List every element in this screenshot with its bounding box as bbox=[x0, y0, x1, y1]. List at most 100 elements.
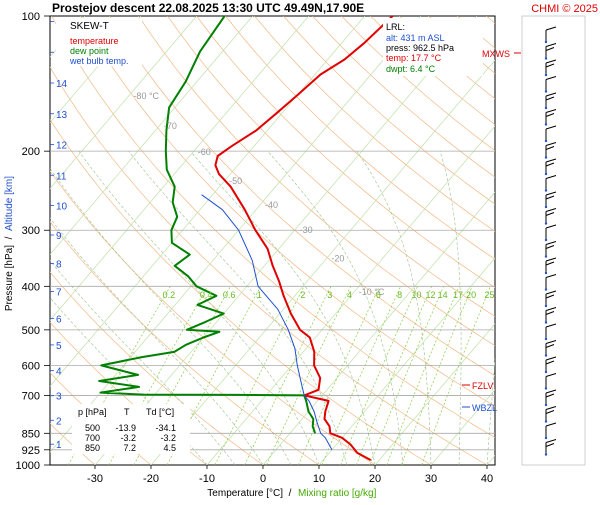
legend-title: SKEW-T bbox=[70, 21, 109, 32]
wind-barb-dot bbox=[545, 420, 547, 422]
altitude-tick-label: 13 bbox=[56, 110, 68, 121]
x-axis-label: Temperature [°C] bbox=[207, 488, 283, 499]
wind-barb-dot bbox=[545, 453, 547, 455]
wind-barb-dot bbox=[545, 206, 547, 208]
temperature-tick-label: 30 bbox=[425, 473, 437, 485]
altitude-tick-label: 6 bbox=[56, 315, 62, 326]
mixing-ratio-label: 8 bbox=[397, 290, 402, 300]
legend-item-wetbulb: wet bulb temp. bbox=[69, 56, 129, 66]
mxws-label: MXWS bbox=[482, 49, 510, 59]
wind-barb-dot bbox=[545, 272, 547, 274]
altitude-tick-label: 12 bbox=[56, 141, 68, 152]
lrl-box: LRL: alt: 431 m ASL press: 962.5 hPa tem… bbox=[383, 18, 483, 76]
pressure-tick-label: 850 bbox=[22, 428, 40, 440]
wind-barb-dot bbox=[545, 354, 547, 356]
y-axis-label-2: Altitude [km] bbox=[4, 176, 15, 231]
mixing-ratio-label: 12 bbox=[426, 290, 436, 300]
temperature-tick-label: 0 bbox=[260, 473, 266, 485]
wind-barb-dot bbox=[545, 437, 547, 439]
wind-barb-dot bbox=[545, 123, 547, 125]
altitude-tick-label: 3 bbox=[56, 392, 62, 403]
wind-barb-dot bbox=[545, 156, 547, 158]
altitude-tick-label: 2 bbox=[56, 416, 62, 427]
y-axis-label: Pressure [hPa] bbox=[4, 245, 15, 311]
temperature-tick-label: 10 bbox=[313, 473, 325, 485]
mixing-ratio-label: 20 bbox=[466, 290, 476, 300]
wind-barb-dot bbox=[545, 74, 547, 76]
temperature-tick-label: 20 bbox=[369, 473, 381, 485]
y-axis-separator: / bbox=[4, 236, 15, 239]
pressure-tick-label: 700 bbox=[22, 390, 40, 402]
wind-barb-dot bbox=[545, 321, 547, 323]
isotherm-label: -50 bbox=[229, 176, 242, 186]
wind-panel bbox=[522, 16, 585, 465]
mixing-ratio-label: 25 bbox=[484, 290, 494, 300]
wind-barb-dot bbox=[545, 404, 547, 406]
altitude-tick-label: 7 bbox=[56, 287, 62, 298]
mixing-ratio-label: 17 bbox=[453, 290, 463, 300]
lrl-temp: temp: 17.7 °C bbox=[386, 53, 442, 63]
mixing-ratio-label: 0.6 bbox=[223, 290, 236, 300]
wind-barb-dot bbox=[545, 387, 547, 389]
altitude-tick-label: 5 bbox=[56, 341, 62, 352]
mixing-ratio-label: 4 bbox=[347, 290, 352, 300]
temperature-tick-label: -30 bbox=[87, 473, 103, 485]
table-header-p: p [hPa] bbox=[78, 407, 107, 417]
table-cell: -3.2 bbox=[120, 433, 136, 443]
wind-barb-dot bbox=[545, 140, 547, 142]
wind-barb-dot bbox=[545, 57, 547, 59]
wind-barb-dot bbox=[545, 90, 547, 92]
altitude-tick-label: 8 bbox=[56, 260, 62, 271]
wind-barb-dot bbox=[545, 173, 547, 175]
mixing-ratio-label: 3 bbox=[327, 290, 332, 300]
pressure-tick-label: 400 bbox=[22, 281, 40, 293]
isotherm-label: -20 bbox=[331, 253, 344, 263]
lrl-dwpt: dwpt: 6.4 °C bbox=[386, 64, 436, 74]
altitude-tick-label: 11 bbox=[56, 171, 67, 182]
pressure-tick-label: 1000 bbox=[16, 460, 40, 472]
altitude-tick-label: 14 bbox=[56, 79, 68, 90]
x-axis-separator: / bbox=[289, 488, 292, 499]
table-header-t: T bbox=[124, 407, 130, 417]
temperature-tick-label: 40 bbox=[481, 473, 493, 485]
pressure-tick-label: 200 bbox=[22, 146, 40, 158]
table-cell: 700 bbox=[85, 433, 100, 443]
table-cell: -34.1 bbox=[155, 423, 176, 433]
pressure-tick-label: 600 bbox=[22, 360, 40, 372]
mixing-ratio-label: 6 bbox=[376, 290, 381, 300]
wind-barb-dot bbox=[545, 255, 547, 257]
mixing-ratio-label: 1 bbox=[257, 290, 262, 300]
pressure-tick-label: 500 bbox=[22, 325, 40, 337]
isotherm-label: -60 bbox=[198, 147, 211, 157]
table-cell: 500 bbox=[85, 423, 100, 433]
isotherm-label: -30 bbox=[300, 225, 313, 235]
wind-barb-dot bbox=[545, 239, 547, 241]
chart-title: Prostejov descent 22.08.2025 13:30 UTC 4… bbox=[52, 1, 364, 15]
pressure-tick-label: 100 bbox=[22, 11, 40, 23]
wind-barb-dot bbox=[545, 288, 547, 290]
altitude-tick-label: 4 bbox=[56, 367, 62, 378]
lrl-alt: alt: 431 m ASL bbox=[386, 33, 445, 43]
mixing-ratio-label: 10 bbox=[411, 290, 421, 300]
legend-item-temperature: temperature bbox=[70, 36, 119, 46]
table-cell: 4.5 bbox=[163, 443, 176, 453]
mixing-ratio-label: 0.4 bbox=[200, 290, 213, 300]
wind-barb-dot bbox=[545, 305, 547, 307]
temperature-tick-label: -20 bbox=[143, 473, 159, 485]
wind-barb-dot bbox=[545, 371, 547, 373]
isotherm-label: -40 bbox=[265, 200, 278, 210]
altitude-tick-label: 1 bbox=[56, 440, 62, 451]
table-cell: -3.2 bbox=[160, 433, 176, 443]
table-cell: -13.9 bbox=[115, 423, 136, 433]
temperature-tick-label: -10 bbox=[199, 473, 215, 485]
mixing-ratio-label: 14 bbox=[438, 290, 448, 300]
wind-barb-dot bbox=[545, 338, 547, 340]
credit-text: CHMI © 2025 bbox=[531, 3, 598, 15]
fzlv-label: FZLV bbox=[472, 381, 493, 391]
wbzl-label: WBZL bbox=[472, 403, 497, 413]
isotherm-label: -10 °C bbox=[359, 287, 385, 297]
x-axis-label-2: Mixing ratio [g/kg] bbox=[298, 488, 377, 499]
table-cell: 850 bbox=[85, 443, 100, 453]
altitude-tick-label: 9 bbox=[56, 231, 62, 242]
